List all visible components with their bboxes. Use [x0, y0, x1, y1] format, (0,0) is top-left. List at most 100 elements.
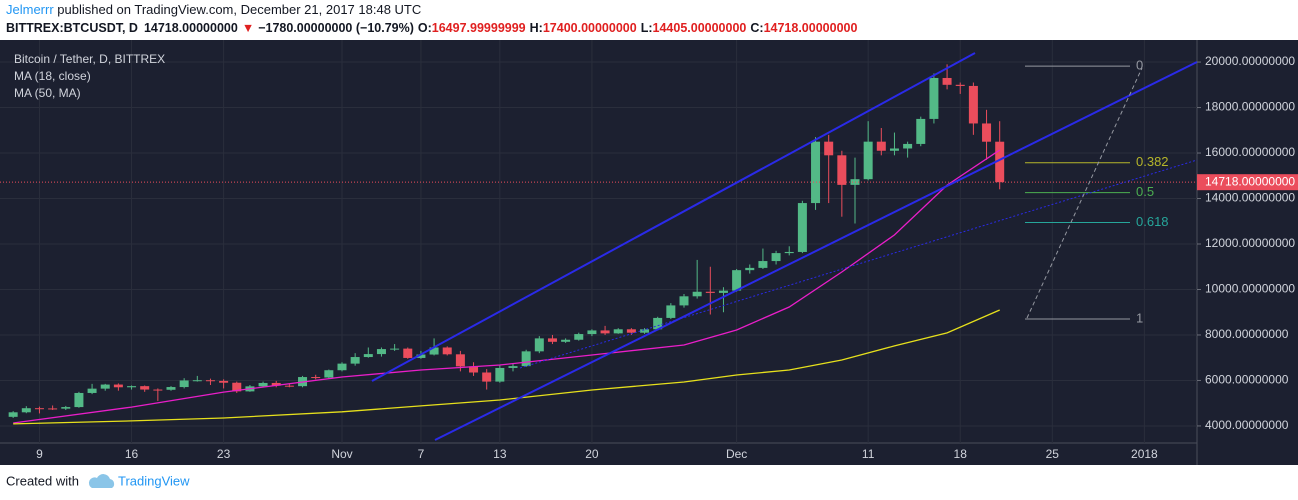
y-tick-label: 20000.00000000	[1205, 54, 1295, 68]
candle-body	[429, 347, 439, 355]
symbol: BITTREX:BTCUSDT, D	[6, 21, 138, 35]
drawings	[371, 52, 1198, 441]
candle-body	[232, 382, 242, 392]
x-tick-label: 16	[125, 447, 139, 461]
y-tick-label: 16000.00000000	[1205, 145, 1295, 159]
candle-body	[876, 141, 886, 151]
candle-body	[666, 305, 676, 318]
chart-bg	[0, 40, 1298, 465]
candle-body	[508, 366, 518, 368]
x-tick-label: 11	[862, 447, 875, 461]
candle-body	[745, 267, 755, 271]
candle-body	[942, 77, 952, 85]
ohlc-key: H:	[530, 21, 543, 35]
fib-label: 0.618	[1136, 214, 1169, 229]
y-tick-label: 4000.00000000	[1205, 418, 1289, 432]
ohlc-value: 16497.99999999	[432, 21, 526, 35]
candle-body	[455, 354, 465, 367]
x-tick-label: 20	[585, 447, 599, 461]
candle-body	[995, 141, 1005, 183]
candle-body	[48, 408, 58, 410]
x-tick-label: 18	[954, 447, 968, 461]
candle-body	[113, 384, 123, 388]
x-tick-label: 9	[36, 447, 43, 461]
ma-line	[13, 309, 1000, 425]
candle-body	[613, 329, 623, 334]
author[interactable]: Jelmerrr	[6, 2, 54, 17]
candle-body	[929, 77, 939, 119]
candle-body	[732, 270, 742, 291]
channel-lower[interactable]	[434, 61, 1198, 441]
fib-label: 1	[1136, 310, 1143, 325]
candle-body	[916, 118, 926, 144]
header-line1: Jelmerrr published on TradingView.com, D…	[6, 2, 421, 17]
y-tick-label: 10000.00000000	[1205, 282, 1295, 296]
candle-body	[640, 329, 650, 333]
ohlc-key: L:	[641, 21, 653, 35]
y-tick-label: 12000.00000000	[1205, 236, 1295, 250]
candle-body	[837, 155, 847, 185]
ohlc-value: 14405.00000000	[653, 21, 747, 35]
fib-trend[interactable]	[1026, 67, 1143, 319]
candle-body	[403, 348, 413, 358]
legend-ma18: MA (18, close)	[14, 69, 91, 83]
ohlc-value: 17400.00000000	[543, 21, 637, 35]
candle-body	[442, 347, 452, 355]
header-bg	[0, 0, 1298, 40]
y-tick-label: 14000.00000000	[1205, 191, 1295, 205]
candle-body	[718, 290, 728, 293]
legend-title: Bitcoin / Tether, D, BITTREX	[14, 52, 165, 66]
candle-body	[587, 330, 597, 335]
candle-body	[758, 261, 768, 268]
channel-upper[interactable]	[371, 52, 976, 382]
candle-body	[692, 291, 702, 297]
footer-brand[interactable]: TradingView	[118, 473, 190, 488]
candle-body	[258, 382, 268, 387]
candle-body	[521, 351, 531, 367]
candle-body	[153, 389, 163, 391]
x-tick-label: 13	[493, 447, 507, 461]
candle-body	[363, 354, 373, 358]
candle-body	[337, 363, 347, 371]
candle-body	[534, 338, 544, 352]
candle-body	[574, 334, 584, 340]
candle-body	[87, 388, 97, 393]
candle-body	[626, 329, 636, 333]
last-price-label: 14718.00000000	[1205, 174, 1295, 188]
candle-body	[771, 253, 781, 262]
candle-body	[889, 148, 899, 151]
y-tick-label: 6000.00000000	[1205, 373, 1289, 387]
candle-body	[797, 203, 807, 252]
candle-body	[903, 143, 913, 149]
candle-body	[192, 380, 202, 382]
candle-body	[179, 380, 189, 388]
candle-body	[350, 357, 360, 364]
candle-body	[705, 291, 715, 293]
candle-body	[324, 370, 334, 378]
candle-body	[205, 380, 215, 382]
fib-label: 0.382	[1136, 154, 1169, 169]
candle-body	[653, 317, 663, 330]
candle-body	[416, 354, 426, 358]
candle-body	[284, 385, 294, 387]
footer-bg	[0, 465, 1298, 500]
legend-ma50: MA (50, MA)	[14, 86, 81, 100]
ma-line	[13, 149, 1001, 424]
candle-body	[482, 372, 492, 382]
y-tick-label: 8000.00000000	[1205, 327, 1289, 341]
arrow: ▼	[242, 21, 254, 35]
fib-label: 0	[1136, 58, 1143, 73]
candle-body	[21, 408, 31, 413]
candle-body	[469, 366, 479, 373]
candle-body	[955, 84, 965, 86]
candle-body	[968, 85, 978, 124]
candle-body	[784, 251, 794, 254]
ohlc-key: O:	[418, 21, 432, 35]
fib-label: 0.5	[1136, 184, 1154, 199]
grid	[0, 40, 1197, 443]
logo[interactable]	[88, 474, 115, 488]
y-tick-label: 18000.00000000	[1205, 100, 1295, 114]
candle-body	[219, 380, 229, 383]
